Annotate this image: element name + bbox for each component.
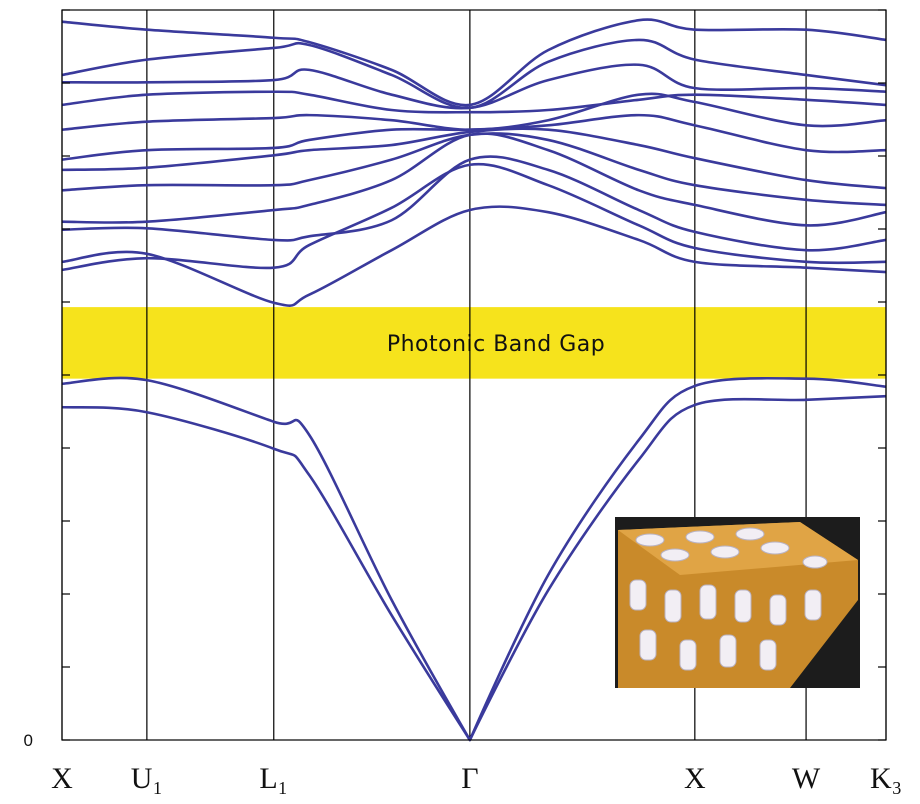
chart: Photonic Band Gap X U₁ L₁ Γ X W K₃ 0 [0, 0, 920, 804]
band-gap-label: Photonic Band Gap [387, 332, 605, 357]
y-tick-label: 0 [24, 731, 33, 750]
x-tick-label: K₃ [870, 762, 902, 795]
band-line [62, 164, 886, 270]
x-tick-label: L₁ [259, 762, 288, 795]
inset-image [615, 517, 860, 688]
band-line [62, 115, 886, 160]
band-line [62, 92, 886, 113]
x-tick-label: W [792, 762, 821, 795]
band-line [62, 157, 886, 251]
band-line [62, 133, 886, 205]
band-line [62, 65, 886, 109]
x-tick-label: X [684, 762, 706, 795]
x-tick-label: X [51, 762, 73, 795]
x-tick-label: Γ [461, 762, 478, 795]
band-line [62, 207, 886, 306]
gap-layer: Photonic Band Gap [62, 307, 886, 379]
x-tick-label: U₁ [131, 762, 163, 795]
band-line [62, 134, 886, 226]
